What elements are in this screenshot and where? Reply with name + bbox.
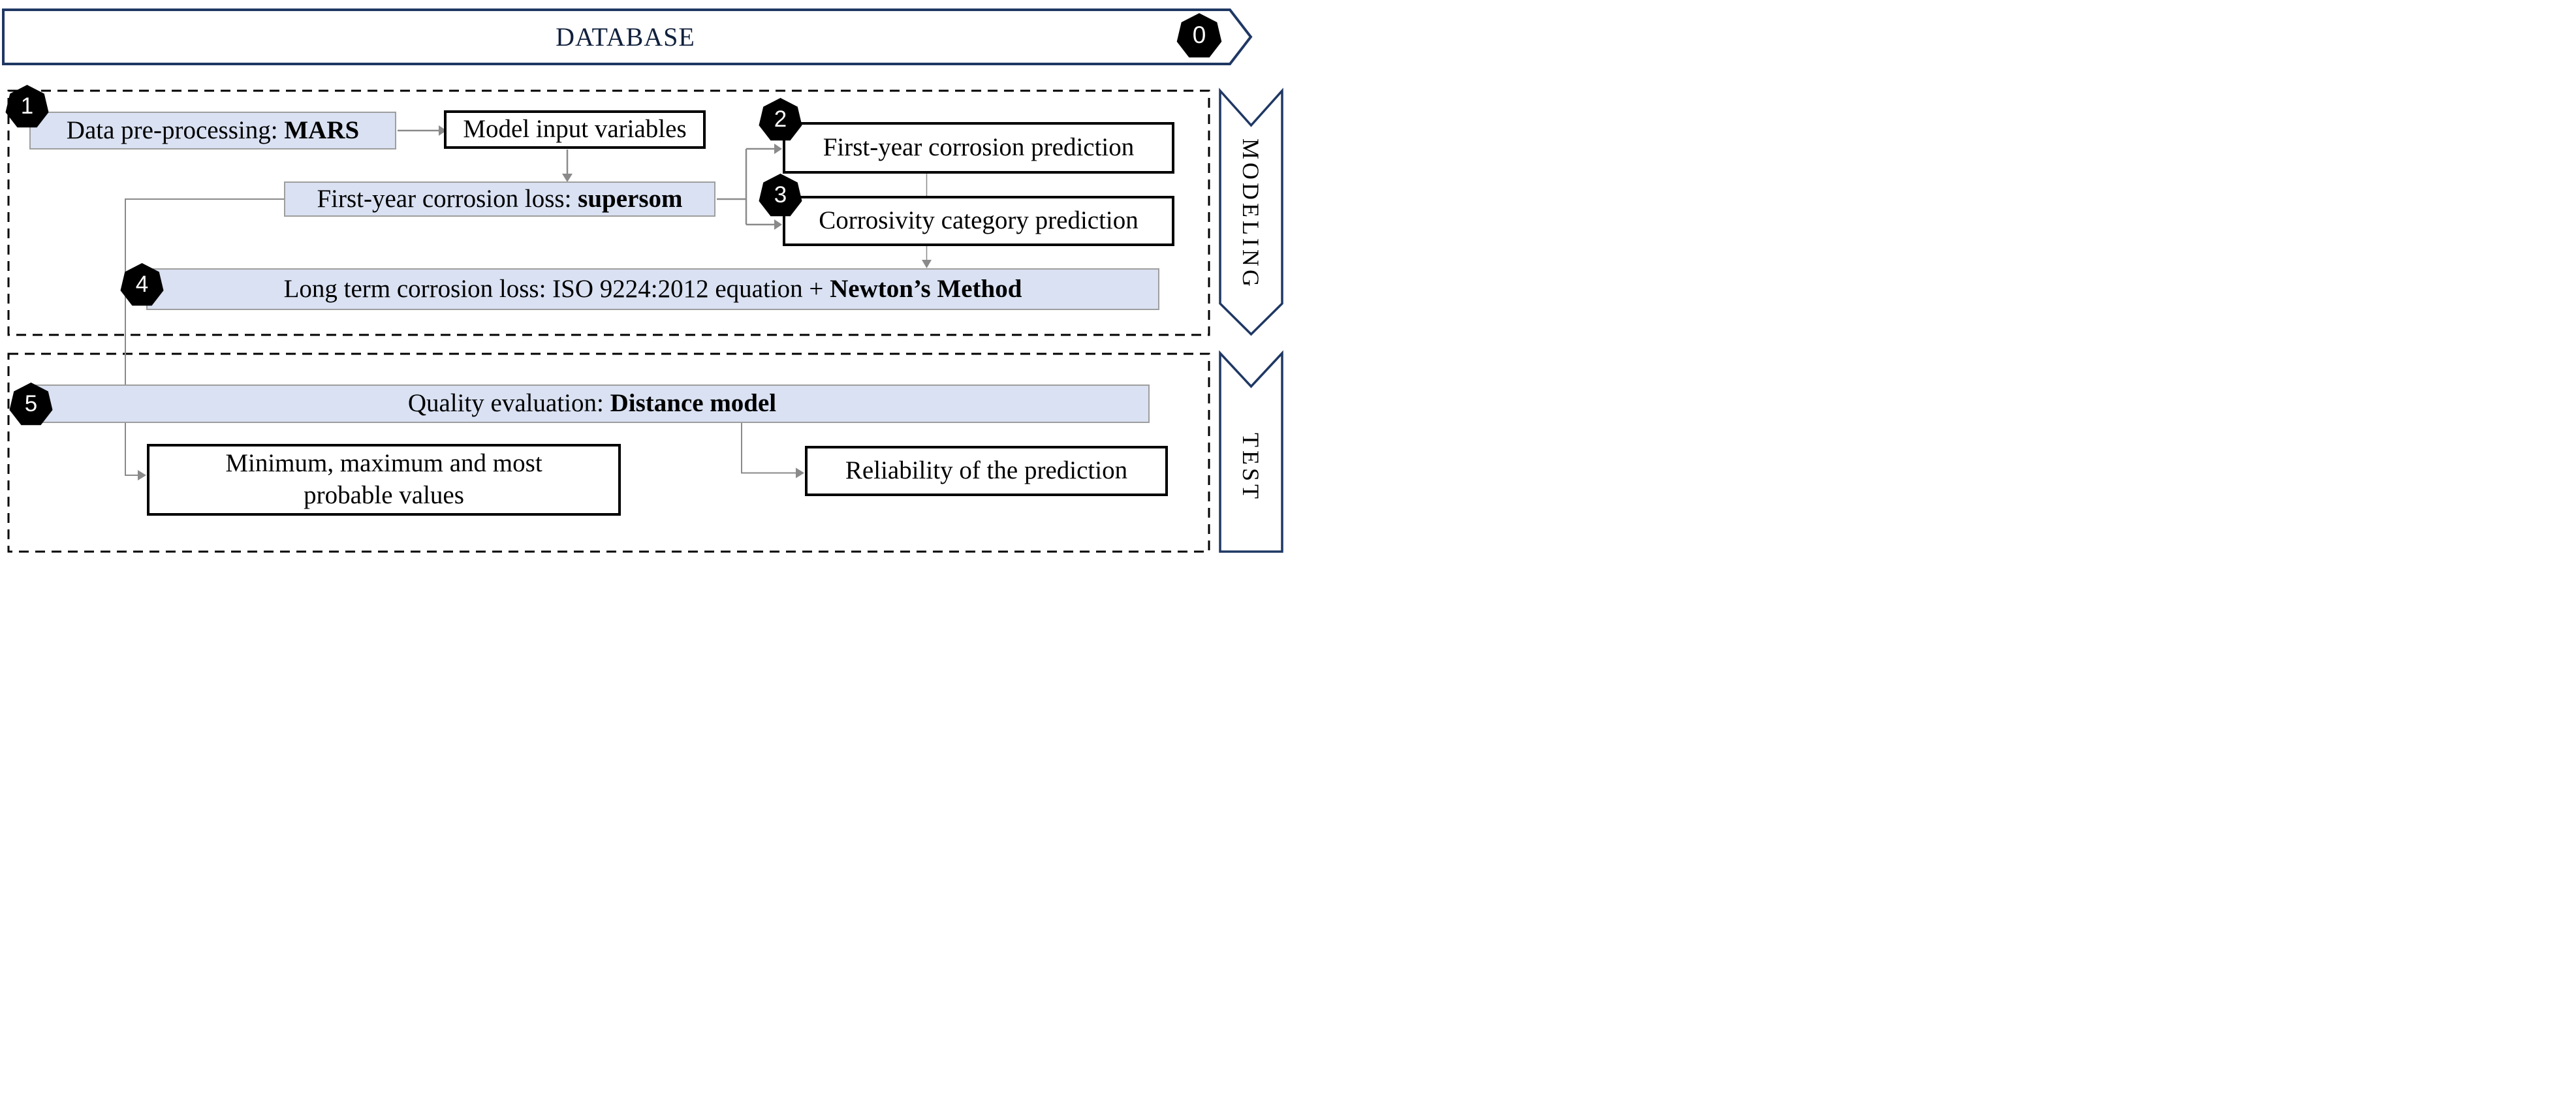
shapes-and-connectors-layer <box>2 8 1283 553</box>
database-banner-label: DATABASE <box>556 22 695 52</box>
arrowhead-corrosivity <box>774 219 782 230</box>
step-badge-4-number: 4 <box>135 271 149 297</box>
modeling-dashed-frame <box>7 89 1210 336</box>
box-corrosivity-category-prediction-text: Corrosivity category prediction <box>819 206 1139 235</box>
arrowhead-min-max <box>138 470 146 480</box>
connector-quality-to-reliability <box>741 423 796 474</box>
box-quality-evaluation-text: Quality evaluation: Distance model <box>407 389 777 418</box>
box-first-year-corrosion-prediction: First-year corrosion prediction <box>783 122 1174 174</box>
box-min-max-probable-values: Minimum, maximum and most probable value… <box>147 444 621 516</box>
arrowhead-long-term <box>922 260 932 268</box>
arrowhead-first-year-prediction <box>774 144 782 154</box>
box-long-term-corrosion-loss: Long term corrosion loss: ISO 9224:2012 … <box>146 268 1159 310</box>
connector-first-year-loss-branch <box>717 148 774 226</box>
step-badge-1-number: 1 <box>20 93 34 119</box>
box-corrosivity-category-prediction: Corrosivity category prediction <box>783 196 1174 246</box>
box-first-year-corrosion-loss-text: First-year corrosion loss: supersom <box>317 184 683 213</box>
modeling-side-label: MODELING <box>1238 138 1264 290</box>
box-data-preprocessing-text: Data pre-processing: MARS <box>66 116 360 144</box>
test-chevron-shape <box>1219 350 1283 553</box>
box-quality-evaluation: Quality evaluation: Distance model <box>35 384 1150 423</box>
arrowhead-first-year-loss <box>562 174 573 182</box>
step-badge-3-number: 3 <box>774 181 787 208</box>
database-banner-shape <box>2 8 1253 65</box>
step-badge-0-number: 0 <box>1192 22 1206 48</box>
step-badge-2-number: 2 <box>774 106 787 132</box>
box-data-preprocessing: Data pre-processing: MARS <box>29 112 396 149</box>
box-model-input-variables: Model input variables <box>444 110 706 149</box>
modeling-chevron-shape <box>1219 87 1283 336</box>
box-first-year-corrosion-loss: First-year corrosion loss: supersom <box>284 181 715 217</box>
box-reliability-of-prediction: Reliability of the prediction <box>805 446 1168 496</box>
box-min-max-probable-values-text: Minimum, maximum and most probable value… <box>225 449 542 509</box>
step-badge-5-number: 5 <box>24 390 38 416</box>
arrowhead-model-input <box>439 125 447 136</box>
flow-diagram: DATABASE Data pre-processing: MARS Model… <box>0 0 1288 556</box>
test-side-label: TEST <box>1238 433 1264 502</box>
box-reliability-of-prediction-text: Reliability of the prediction <box>845 456 1128 485</box>
box-model-input-variables-text: Model input variables <box>463 115 687 144</box>
connector-first-year-loss-to-min-max <box>125 198 284 476</box>
box-first-year-corrosion-prediction-text: First-year corrosion prediction <box>823 133 1135 162</box>
arrowhead-reliability <box>796 467 804 478</box>
box-long-term-corrosion-loss-text: Long term corrosion loss: ISO 9224:2012 … <box>283 274 1022 303</box>
test-dashed-frame <box>7 353 1210 553</box>
